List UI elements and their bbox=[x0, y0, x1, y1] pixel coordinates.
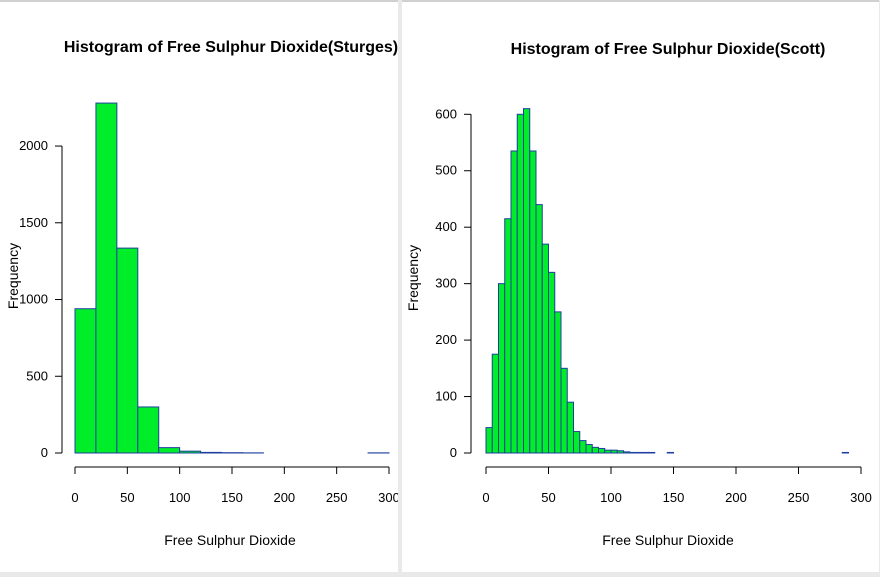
histogram-bar bbox=[510, 150, 518, 454]
x-tick-label: 250 bbox=[326, 490, 348, 505]
histogram-bar bbox=[179, 450, 202, 454]
histogram-bar bbox=[610, 449, 618, 454]
x-tick-label: 150 bbox=[221, 490, 243, 505]
histogram-bar bbox=[641, 451, 649, 454]
histogram-bar bbox=[504, 218, 512, 454]
histogram-bar bbox=[629, 451, 637, 454]
y-tick-label: 200 bbox=[435, 332, 457, 347]
y-axis-label: Frequency bbox=[405, 245, 421, 311]
histogram-chart-scott: Histogram of Free Sulphur Dioxide(Scott)… bbox=[405, 41, 872, 548]
histogram-panel-sturges: Histogram of Free Sulphur Dioxide(Sturge… bbox=[0, 0, 398, 572]
x-tick-label: 50 bbox=[541, 490, 555, 505]
histogram-bar bbox=[158, 447, 181, 454]
y-tick-label: 600 bbox=[435, 106, 457, 121]
x-tick-label: 100 bbox=[600, 490, 622, 505]
y-tick-label: 100 bbox=[435, 389, 457, 404]
x-tick-label: 300 bbox=[850, 490, 872, 505]
y-tick-label: 0 bbox=[450, 445, 457, 460]
bars bbox=[485, 108, 849, 454]
y-tick-label: 2000 bbox=[19, 138, 48, 153]
histogram-bar bbox=[548, 271, 556, 454]
y-axis-label: Frequency bbox=[5, 243, 21, 309]
x-tick-label: 300 bbox=[378, 490, 398, 505]
x-axis-label: Free Sulphur Dioxide bbox=[164, 532, 296, 548]
y-tick-label: 1500 bbox=[19, 215, 48, 230]
histogram-bar bbox=[74, 308, 97, 454]
histogram-bar bbox=[573, 431, 581, 454]
y-tick-label: 0 bbox=[41, 445, 48, 460]
histogram-bar bbox=[529, 150, 537, 454]
histogram-bar bbox=[566, 401, 574, 454]
x-tick-label: 150 bbox=[663, 490, 685, 505]
x-tick-label: 100 bbox=[169, 490, 191, 505]
histogram-bar bbox=[541, 243, 549, 454]
chart-title: Histogram of Free Sulphur Dioxide(Scott) bbox=[511, 41, 826, 58]
x-tick-label: 250 bbox=[788, 490, 810, 505]
panel-top-border bbox=[402, 0, 879, 2]
histogram-bar bbox=[623, 451, 631, 454]
histogram-bar bbox=[95, 102, 118, 454]
histogram-bar bbox=[560, 367, 568, 454]
histogram-bar bbox=[498, 283, 506, 454]
x-tick-label: 200 bbox=[725, 490, 747, 505]
chart-title: Histogram of Free Sulphur Dioxide(Sturge… bbox=[64, 39, 398, 56]
histogram-bar bbox=[485, 427, 493, 454]
histogram-bar bbox=[635, 451, 643, 454]
histogram-bar bbox=[523, 108, 531, 454]
x-tick-label: 0 bbox=[482, 490, 489, 505]
histogram-bar bbox=[116, 247, 139, 454]
x-tick-label: 200 bbox=[273, 490, 295, 505]
histogram-bar bbox=[579, 440, 587, 454]
histogram-bar bbox=[591, 446, 599, 454]
y-tick-label: 300 bbox=[435, 276, 457, 291]
bars bbox=[74, 102, 390, 454]
histogram-bar bbox=[604, 449, 612, 454]
histogram-bar bbox=[841, 451, 849, 454]
histogram-bar bbox=[491, 353, 499, 454]
x-axis-label: Free Sulphur Dioxide bbox=[602, 532, 734, 548]
histogram-chart-sturges: Histogram of Free Sulphur Dioxide(Sturge… bbox=[5, 39, 398, 548]
x-tick-label: 0 bbox=[71, 490, 78, 505]
histogram-bar bbox=[648, 451, 656, 454]
histogram-bar bbox=[535, 204, 543, 454]
panel-top-border bbox=[0, 0, 398, 2]
y-tick-label: 400 bbox=[435, 219, 457, 234]
y-tick-label: 500 bbox=[26, 368, 48, 383]
histogram-bar bbox=[616, 450, 624, 454]
histogram-bar bbox=[554, 311, 562, 454]
histogram-bar bbox=[516, 113, 524, 454]
histogram-bar bbox=[137, 406, 160, 454]
x-tick-label: 50 bbox=[120, 490, 134, 505]
histogram-bar bbox=[666, 451, 674, 454]
histogram-bar bbox=[585, 444, 593, 454]
histogram-bar bbox=[598, 447, 606, 454]
y-tick-label: 1000 bbox=[19, 292, 48, 307]
histogram-panel-scott: Histogram of Free Sulphur Dioxide(Scott)… bbox=[402, 0, 879, 572]
histogram-bar bbox=[200, 451, 223, 454]
y-tick-label: 500 bbox=[435, 163, 457, 178]
